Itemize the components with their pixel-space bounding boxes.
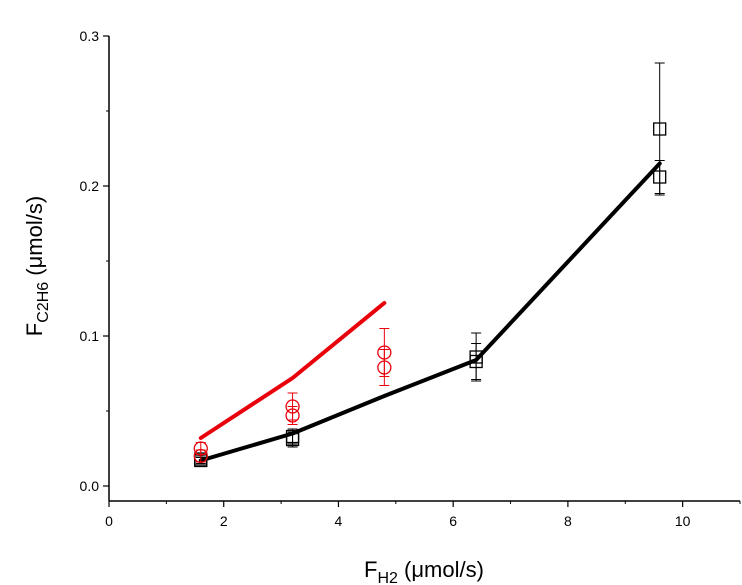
data-point-square [469,350,483,364]
x-tick-label: 8 [564,513,572,529]
data-point-square [285,429,300,444]
data-point-circle [285,399,300,414]
plot-area [193,62,667,468]
y-ticks: 0.0 0.1 0.2 0.3 [80,28,109,494]
series-line-2 [198,301,387,440]
data-point-circle [193,441,208,456]
x-axis-title: FH2 (μmol/s) [364,557,484,585]
x-ticks: 0 2 4 6 8 10 [105,501,741,529]
y-tick-label: 0.3 [80,28,100,44]
y-tick-label: 0.2 [80,178,100,194]
x-tick-label: 10 [675,513,691,529]
x-tick-label: 2 [220,513,228,529]
y-tick-label: 0.1 [80,328,100,344]
series-line-1 [198,161,662,463]
data-point-circle [377,345,392,360]
y-tick-label: 0.0 [80,478,100,494]
axes [108,36,740,502]
data-point-square [653,122,667,136]
y-axis-title: FC2H6 (μmol/s) [22,196,52,336]
x-tick-label: 6 [449,513,457,529]
x-tick-label: 4 [335,513,343,529]
x-tick-label: 0 [105,513,113,529]
